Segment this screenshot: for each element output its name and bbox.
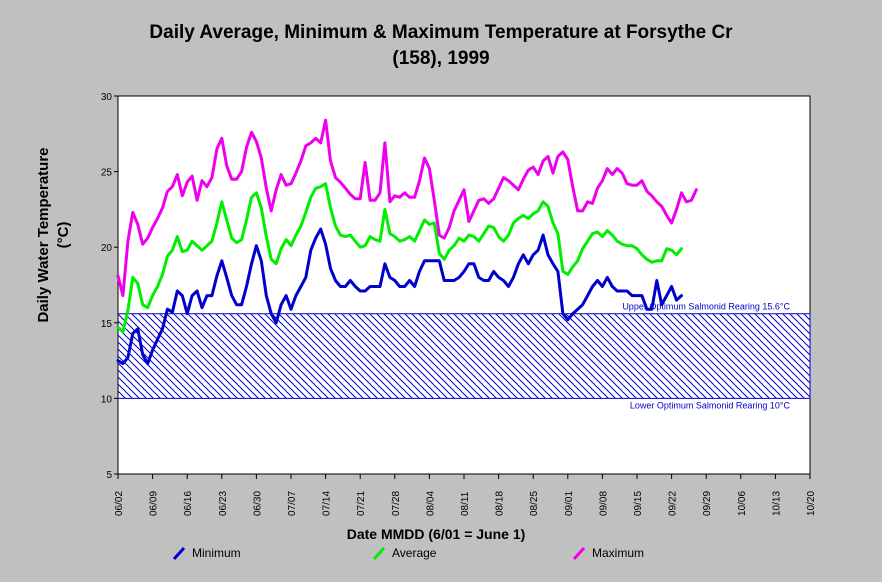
x-tick-label: 07/21	[356, 491, 367, 516]
legend-label-maximum: Maximum	[592, 546, 645, 560]
legend-item-maximum: Maximum	[572, 545, 644, 561]
chart-title-line1: Daily Average, Minimum & Maximum Tempera…	[149, 22, 733, 43]
x-tick-label: 06/16	[183, 491, 194, 516]
x-tick-label: 09/22	[668, 491, 679, 516]
legend: Minimum Average Maximum	[0, 545, 882, 567]
legend-swatch-maximum	[572, 546, 586, 561]
upper-optimum-label: Upper Optimum Salmonid Rearing 15.6°C	[622, 302, 790, 312]
series-line-maximum	[116, 118, 698, 298]
chart-title-line2: (158), 1999	[392, 48, 490, 69]
legend-item-minimum: Minimum	[172, 545, 241, 561]
x-tick-label: 07/14	[322, 491, 333, 516]
legend-label-minimum: Minimum	[192, 546, 241, 560]
lower-optimum-label: Lower Optimum Salmonid Rearing 10°C	[630, 400, 791, 410]
x-tick-label: 08/11	[460, 491, 471, 516]
x-axis-label: Date MMDD (6/01 = June 1)	[347, 526, 526, 542]
legend-label-average: Average	[392, 546, 437, 560]
legend-swatch-minimum	[172, 546, 186, 561]
x-tick-label: 09/01	[564, 491, 575, 516]
x-tick-label: 09/15	[633, 491, 644, 516]
x-tick-label: 08/04	[425, 491, 436, 516]
legend-item-average: Average	[372, 545, 436, 561]
x-tick-label: 09/29	[702, 491, 713, 516]
y-axis-label-line2: (°C)	[55, 222, 72, 249]
y-tick-label: 30	[101, 92, 113, 103]
x-tick-label: 08/25	[529, 491, 540, 516]
y-tick-label: 5	[106, 470, 112, 481]
series-line-average	[116, 182, 683, 334]
x-tick-label: 06/23	[218, 491, 229, 516]
x-tick-label: 06/09	[149, 491, 160, 516]
x-tick-label: 10/06	[737, 491, 748, 516]
x-tick-label: 06/30	[252, 491, 263, 516]
x-tick-label: 06/02	[114, 491, 125, 516]
x-tick-label: 09/08	[598, 491, 609, 516]
x-tick-label: 07/07	[287, 491, 298, 516]
y-tick-label: 20	[101, 243, 113, 254]
plot-area	[117, 95, 811, 475]
legend-swatch-average	[372, 546, 386, 561]
y-axis-label-line1: Daily Water Temperature	[35, 147, 52, 322]
x-tick-label: 07/28	[391, 491, 402, 516]
x-tick-label: 10/20	[806, 491, 817, 516]
x-tick-label: 08/18	[495, 491, 506, 516]
y-tick-label: 25	[101, 168, 113, 179]
y-tick-label: 10	[101, 394, 113, 405]
y-tick-label: 15	[101, 319, 113, 330]
chart-title: Daily Average, Minimum & Maximum Tempera…	[0, 20, 882, 72]
series-line-minimum	[116, 227, 683, 366]
optimum-band-fill	[118, 313, 810, 399]
x-tick-label: 10/13	[771, 491, 782, 516]
